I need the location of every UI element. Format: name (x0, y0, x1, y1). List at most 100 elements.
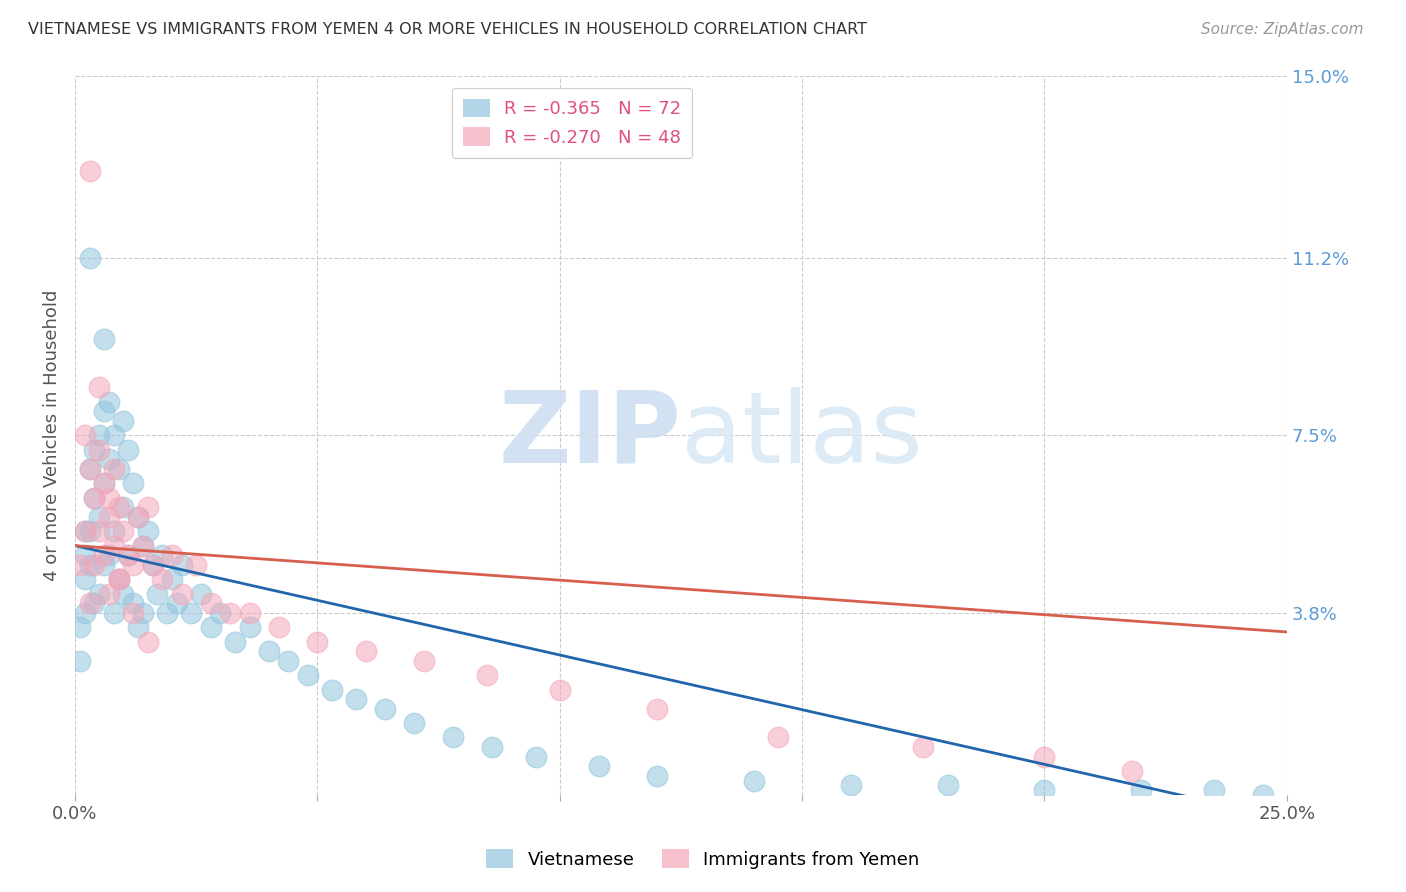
Point (441, 731, 464, 745)
Point (93, 476, 115, 491)
Point (89, 586, 111, 600)
Point (142, 558, 165, 572)
Point (588, 759, 610, 773)
Point (69, 620, 91, 634)
Point (1033, 749, 1056, 764)
Point (257, 644, 280, 658)
Point (209, 606, 232, 620)
Point (103, 606, 125, 620)
Point (136, 634, 159, 648)
Text: ZIP: ZIP (498, 387, 681, 483)
Point (132, 539, 155, 553)
Point (97, 394, 120, 409)
Point (112, 586, 135, 600)
Point (766, 731, 789, 745)
Point (97, 548, 120, 562)
Point (190, 586, 212, 600)
Point (645, 702, 668, 716)
Point (93, 476, 115, 491)
Point (103, 539, 125, 553)
Y-axis label: 4 or more Vehicles in Household: 4 or more Vehicles in Household (44, 290, 60, 581)
Point (107, 462, 129, 476)
Point (73, 524, 96, 539)
Point (89, 380, 111, 394)
Point (112, 414, 135, 428)
Point (83, 491, 105, 505)
Point (1121, 764, 1143, 778)
Point (79, 524, 101, 539)
Point (374, 702, 396, 716)
Point (200, 620, 222, 634)
Point (912, 740, 935, 755)
Point (354, 644, 377, 658)
Point (238, 606, 260, 620)
Point (170, 558, 193, 572)
Point (69, 654, 91, 668)
Point (238, 620, 260, 634)
Point (136, 524, 159, 539)
Point (839, 779, 862, 793)
Point (73, 524, 96, 539)
Point (170, 586, 193, 600)
Point (79, 596, 101, 610)
Point (122, 606, 145, 620)
Point (89, 509, 111, 524)
Point (97, 509, 120, 524)
Point (481, 740, 503, 755)
Point (89, 524, 111, 539)
Point (107, 500, 129, 515)
Point (73, 428, 96, 442)
Point (1033, 783, 1056, 797)
Point (122, 476, 145, 491)
Point (1130, 783, 1153, 797)
Point (79, 558, 101, 572)
Point (186, 558, 208, 572)
Point (117, 548, 139, 562)
Point (79, 462, 101, 476)
Point (73, 548, 96, 562)
Point (127, 509, 149, 524)
Point (156, 606, 179, 620)
Point (79, 462, 101, 476)
Point (73, 606, 96, 620)
Point (117, 442, 139, 457)
Point (150, 572, 173, 586)
Point (219, 606, 242, 620)
Point (307, 634, 329, 648)
Point (344, 692, 367, 706)
Point (112, 524, 135, 539)
Point (97, 491, 120, 505)
Point (267, 620, 290, 634)
Point (107, 572, 129, 586)
Point (117, 548, 139, 562)
Point (297, 668, 319, 682)
Point (89, 428, 111, 442)
Point (97, 452, 120, 467)
Point (103, 428, 125, 442)
Point (136, 500, 159, 515)
Point (69, 558, 91, 572)
Point (936, 779, 959, 793)
Point (107, 572, 129, 586)
Point (127, 509, 149, 524)
Point (73, 572, 96, 586)
Point (127, 620, 149, 634)
Point (132, 539, 155, 553)
Point (83, 596, 105, 610)
Point (150, 548, 173, 562)
Point (93, 558, 115, 572)
Point (321, 682, 343, 697)
Point (83, 491, 105, 505)
Point (524, 749, 547, 764)
Point (122, 596, 145, 610)
Point (83, 558, 105, 572)
Point (112, 500, 135, 515)
Point (122, 558, 145, 572)
Point (146, 586, 169, 600)
Legend: Vietnamese, Immigrants from Yemen: Vietnamese, Immigrants from Yemen (479, 842, 927, 876)
Point (224, 634, 246, 648)
Point (413, 654, 436, 668)
Point (160, 548, 183, 562)
Point (79, 164, 101, 178)
Legend: R = -0.365   N = 72, R = -0.270   N = 48: R = -0.365 N = 72, R = -0.270 N = 48 (451, 88, 692, 158)
